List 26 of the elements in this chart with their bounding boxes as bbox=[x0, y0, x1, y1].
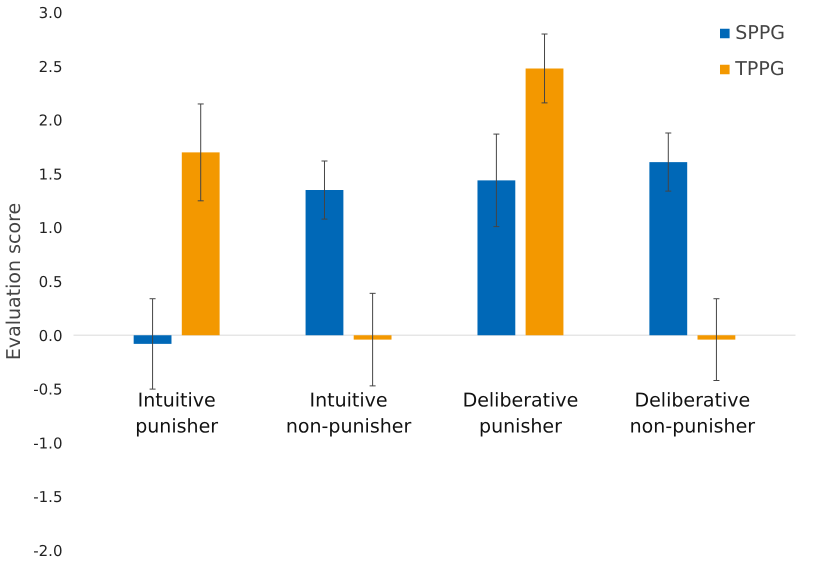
y-tick-label: 1.0 bbox=[38, 219, 63, 238]
bar bbox=[649, 162, 688, 336]
y-tick-label: 1.5 bbox=[38, 165, 63, 184]
y-tick-label: -0.5 bbox=[33, 380, 63, 399]
y-tick-label: 2.5 bbox=[38, 58, 63, 76]
x-tick-label: Intuitive punisher bbox=[135, 389, 218, 438]
y-axis-title: Evaluation score bbox=[3, 202, 26, 360]
x-tick-label: Deliberative non-punisher bbox=[630, 389, 756, 438]
bar bbox=[477, 180, 516, 336]
x-tick-label: Intuitive non-punisher bbox=[286, 389, 412, 438]
legend-label: TPPG bbox=[735, 58, 785, 80]
y-tick-label: -2.0 bbox=[33, 542, 63, 560]
bar bbox=[698, 335, 736, 340]
y-tick-label: -1.0 bbox=[33, 434, 63, 452]
y-tick-label: -1.5 bbox=[33, 488, 63, 506]
y-tick-label: 3.0 bbox=[38, 4, 63, 22]
bar bbox=[134, 335, 172, 344]
legend-label: SPPG bbox=[735, 22, 785, 44]
x-tick-label: Deliberative punisher bbox=[462, 389, 578, 438]
y-tick-label: 2.0 bbox=[38, 112, 63, 130]
bar bbox=[354, 335, 392, 340]
bar bbox=[306, 190, 344, 336]
bar bbox=[526, 68, 564, 336]
bar bbox=[182, 152, 220, 336]
y-tick-label: 0.5 bbox=[38, 273, 63, 291]
y-tick-label: 0.0 bbox=[38, 326, 63, 345]
